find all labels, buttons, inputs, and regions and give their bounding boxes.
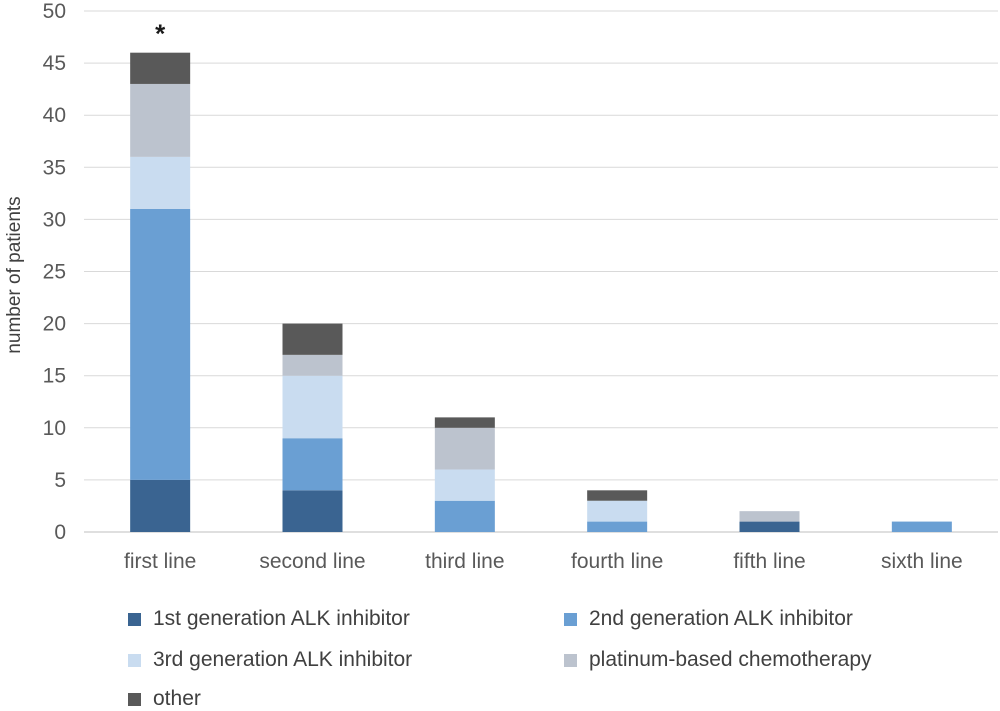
bar-segment (282, 375, 343, 439)
bar-segment (739, 521, 800, 532)
y-tick-label: 0 (54, 521, 66, 544)
y-tick-label: 15 (43, 365, 66, 388)
bar-segment (891, 521, 952, 532)
x-tick-label: fifth line (733, 550, 805, 573)
bar-segment (282, 490, 343, 532)
bar-segment (434, 427, 495, 470)
x-tick-label: third line (425, 550, 504, 573)
bar-segment (130, 479, 191, 532)
x-tick-label: fourth line (571, 550, 663, 573)
y-axis-ticks: 0 5 10 15 20 25 30 35 40 45 50 (43, 0, 66, 544)
y-tick-label: 50 (43, 0, 66, 23)
bar-segment (434, 500, 495, 532)
bar-segment (130, 208, 191, 480)
bar-segment (282, 354, 343, 376)
bar-segment (587, 490, 648, 501)
annotations: * (155, 19, 166, 49)
bars (130, 52, 952, 532)
x-tick-label: second line (259, 550, 365, 573)
bar-segment (739, 511, 800, 522)
y-tick-label: 40 (43, 104, 66, 127)
y-axis-label: number of patients (4, 196, 25, 353)
bar-segment (587, 500, 648, 522)
bar-segment (130, 83, 191, 157)
bar-segment (282, 438, 343, 491)
y-tick-label: 5 (54, 469, 66, 492)
y-tick-label: 20 (43, 313, 66, 336)
bar-segment (130, 52, 191, 84)
bar-segment (130, 156, 191, 209)
y-tick-label: 45 (43, 52, 66, 75)
bar-annotation: * (155, 19, 166, 49)
y-tick-label: 10 (43, 417, 66, 440)
y-tick-label: 35 (43, 156, 66, 179)
x-tick-label: first line (124, 550, 196, 573)
y-tick-label: 30 (43, 208, 66, 231)
x-axis-ticks: first line second line third line fourth li… (124, 550, 963, 573)
x-tick-label: sixth line (881, 550, 963, 573)
bar-segment (434, 417, 495, 428)
bar-segment (282, 323, 343, 355)
bar-segment (434, 469, 495, 501)
gridlines (84, 10, 998, 533)
bar-segment (587, 521, 648, 532)
y-tick-label: 25 (43, 261, 66, 284)
